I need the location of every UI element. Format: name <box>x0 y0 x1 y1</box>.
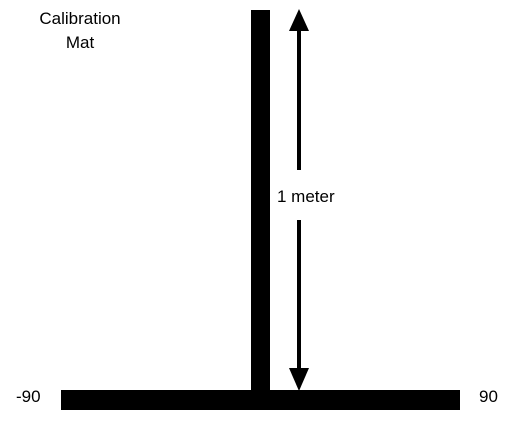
arrow-head-down <box>289 368 309 391</box>
horizontal-mat-bar <box>61 390 460 410</box>
left-angle-label: -90 <box>16 387 41 406</box>
title-line-2: Mat <box>65 33 95 52</box>
title-line-1: Calibration <box>39 9 121 28</box>
arrow-head-up <box>289 9 309 31</box>
measurement-label: 1 meter <box>277 187 335 206</box>
right-angle-label: 90 <box>479 387 498 406</box>
vertical-mat-bar <box>251 10 270 410</box>
